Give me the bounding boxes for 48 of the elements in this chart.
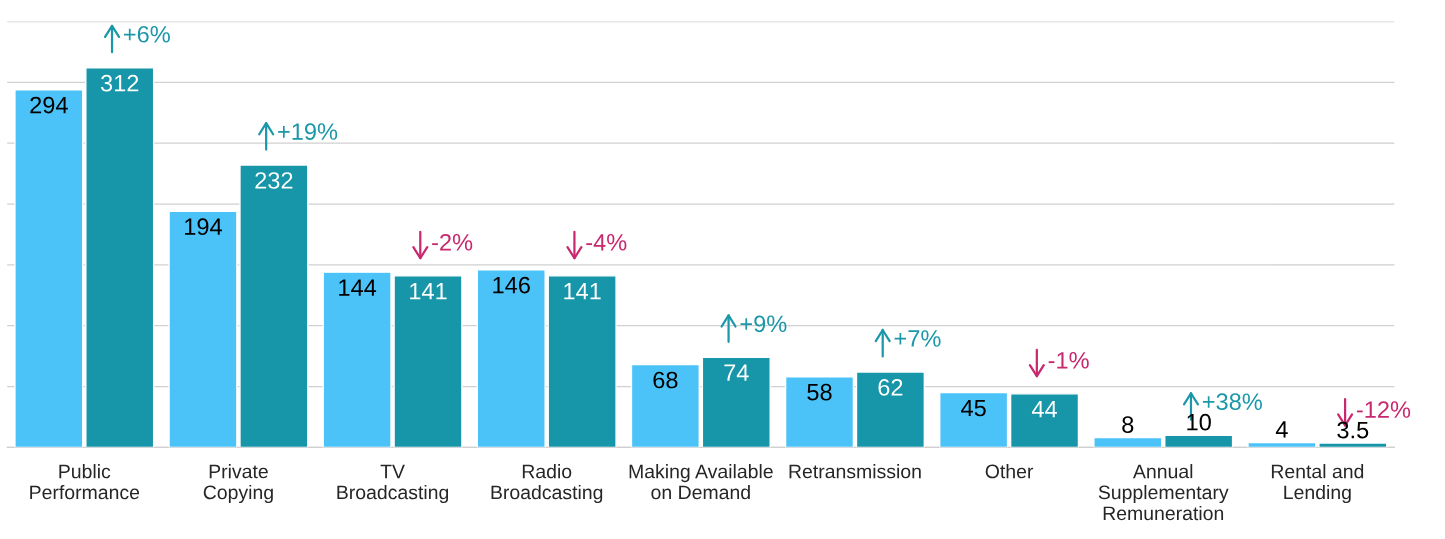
- annotation: +9%: [740, 315, 787, 333]
- data-label: 194: [185, 218, 222, 236]
- data-label: 8: [1122, 416, 1134, 433]
- x-tick-label: Radio Broadcasting: [491, 464, 603, 504]
- data-label: 146: [493, 276, 530, 294]
- data-label: 58: [807, 383, 832, 401]
- annotation: -4%: [586, 234, 627, 251]
- bar: [1093, 436, 1163, 448]
- bar: [1009, 393, 1080, 448]
- annotation: +38%: [1202, 393, 1262, 411]
- annotation: -2%: [432, 233, 473, 251]
- bar: [1164, 434, 1234, 448]
- data-label: 45: [961, 399, 986, 417]
- data-label: 3.5: [1337, 421, 1369, 439]
- data-label: 294: [30, 96, 68, 114]
- bar: [701, 356, 771, 448]
- bar: [14, 88, 84, 448]
- data-label: 4: [1275, 421, 1288, 438]
- x-tick-label: Making Available on Demand: [629, 464, 773, 500]
- annotation: -1%: [1048, 352, 1089, 369]
- x-tick-label: Rental and Lending: [1271, 464, 1364, 504]
- annotation: +19%: [278, 123, 338, 140]
- bar: [630, 363, 700, 448]
- x-tick-label: Public Performance: [30, 464, 140, 500]
- bar: [939, 391, 1009, 448]
- bar: [476, 269, 546, 448]
- x-tick-label: Retransmission: [789, 464, 921, 479]
- bar: [855, 371, 926, 448]
- x-tick-label: Annual Supplementary Remuneration: [1098, 464, 1229, 521]
- data-label: 141: [410, 283, 447, 300]
- data-label: 144: [339, 279, 377, 296]
- annotation: -12%: [1356, 401, 1411, 418]
- x-tick-label: TV Broadcasting: [337, 464, 449, 504]
- annotation: +7%: [894, 330, 941, 347]
- data-label: 141: [564, 283, 601, 300]
- x-tick-label: Other: [985, 464, 1034, 479]
- data-label: 44: [1031, 401, 1057, 418]
- x-tick-label: Private Copying: [203, 464, 273, 504]
- bar: [85, 67, 155, 448]
- data-label: 74: [724, 364, 749, 381]
- data-label: 62: [878, 378, 903, 396]
- bar: [547, 275, 617, 448]
- annotation: +6%: [123, 25, 170, 43]
- data-label: 312: [100, 74, 139, 92]
- data-label: 68: [653, 371, 678, 389]
- data-label: 10: [1187, 413, 1211, 431]
- data-label: 232: [255, 172, 293, 189]
- bar: [784, 376, 855, 448]
